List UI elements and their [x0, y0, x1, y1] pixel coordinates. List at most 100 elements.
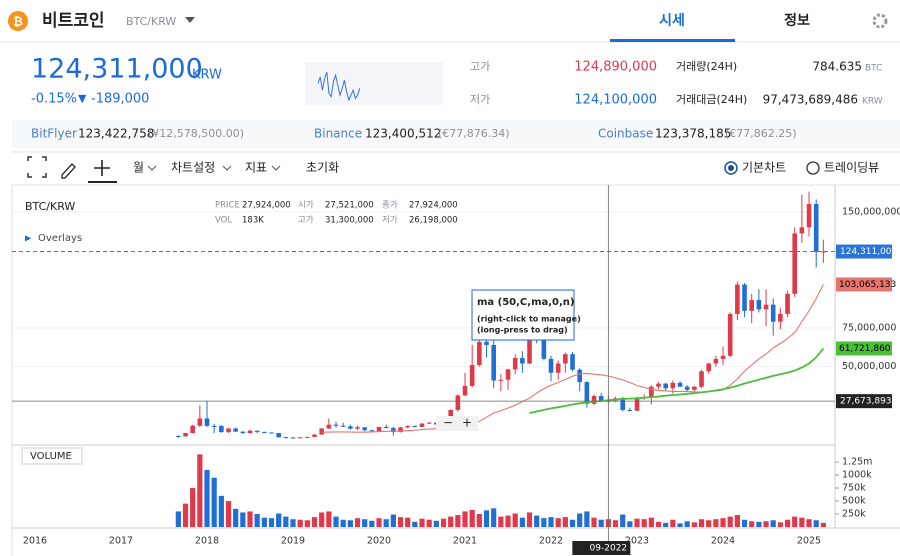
- stat-value: 124,100,000: [574, 93, 657, 108]
- v-tick-label: 750k: [842, 483, 866, 494]
- candle-body: [692, 386, 697, 390]
- volume-bar: [784, 519, 791, 527]
- candle-body: [563, 354, 568, 364]
- overlays[interactable]: Overlays: [38, 233, 82, 244]
- info-value: 27,521,000: [325, 201, 374, 211]
- info-label: VOL: [215, 216, 232, 226]
- candle-body: [749, 300, 754, 311]
- volume-bar: [620, 514, 626, 527]
- candle-body: [197, 418, 203, 426]
- tooltip-text: (long-press to drag): [477, 326, 568, 335]
- candle-body: [484, 341, 489, 345]
- fullscreen-icon[interactable]: [27, 156, 47, 178]
- x-tick-label: 2017: [109, 536, 133, 547]
- coin-icon: [8, 11, 28, 31]
- price: 124,311,000: [31, 54, 203, 85]
- volume-bar: [412, 521, 418, 527]
- draw-icon[interactable]: [61, 162, 76, 179]
- radio[interactable]: [724, 161, 738, 175]
- candle-body: [226, 428, 231, 433]
- volume-bar: [268, 518, 275, 527]
- volume-label: VOLUME: [30, 451, 72, 462]
- candle-body: [398, 427, 403, 433]
- exchange-local: (€77,862.25): [725, 127, 797, 140]
- x-tick-label: 2018: [195, 536, 219, 547]
- candle-body: [505, 369, 511, 380]
- candle-body: [340, 425, 346, 427]
- candle-body: [720, 355, 726, 359]
- current-price-label: 124,311,000: [840, 247, 898, 257]
- crosshair-icon[interactable]: [94, 160, 110, 176]
- volume-bar: [383, 519, 389, 527]
- y-tick-label: 150,000,000: [842, 206, 900, 217]
- candle-body: [362, 427, 367, 431]
- crosshair-y-label: 27,673,893: [840, 397, 892, 407]
- candle-body: [813, 204, 819, 253]
- candle-body: [821, 251, 826, 253]
- v-tick-label: 1.25m: [842, 457, 872, 468]
- stat-label: 거래대금(24H): [676, 93, 747, 106]
- volume-bar: [562, 517, 568, 527]
- volume-bar: [197, 454, 203, 527]
- volume-bar: [369, 520, 375, 527]
- stat-label: 저가: [470, 93, 490, 106]
- zoom-out[interactable]: −: [443, 416, 453, 430]
- radio[interactable]: [806, 161, 820, 175]
- down-arrow: ▼: [78, 92, 87, 105]
- mode[interactable]: 기본차트: [742, 161, 786, 175]
- tab[interactable]: 정보: [784, 12, 810, 29]
- volume-bar: [512, 513, 518, 527]
- volume-bar: [448, 516, 454, 527]
- coin-name: 비트코인: [42, 11, 105, 31]
- stat-value: 784.635: [812, 60, 862, 74]
- candle-body: [190, 425, 195, 434]
- volume-bar: [311, 517, 318, 527]
- settings-icon[interactable]: [872, 13, 888, 29]
- ma-label: 61,721,860: [839, 344, 891, 354]
- volume-bar: [469, 509, 475, 527]
- volume-bar: [354, 518, 361, 527]
- volume-bar: [720, 518, 726, 527]
- info-value: 27,924,000: [409, 201, 458, 211]
- overlays-arrow[interactable]: ▶: [25, 234, 32, 243]
- volume-bar: [261, 517, 267, 527]
- volume-bar: [548, 517, 554, 527]
- volume-bar: [741, 519, 748, 527]
- zoom-buttons[interactable]: [436, 416, 478, 431]
- x-tick-label: 2020: [367, 536, 391, 547]
- volume-label-box: [21, 447, 83, 465]
- volume-bar: [519, 517, 525, 527]
- reset[interactable]: 초기화: [306, 161, 339, 175]
- currency: KRW: [192, 68, 222, 83]
- exchange-name: Coinbase: [598, 127, 653, 141]
- period[interactable]: 월: [133, 161, 144, 175]
- volume-bar: [190, 488, 196, 527]
- volume-bar: [225, 501, 232, 527]
- v-tick-label: 250k: [842, 509, 866, 520]
- candle-body: [627, 409, 633, 411]
- chart-settings[interactable]: 차트설정: [171, 161, 215, 175]
- indicators[interactable]: 지표: [245, 161, 267, 175]
- candle-body: [376, 426, 382, 431]
- volume-bar: [727, 516, 733, 527]
- x-tick-label: 2023: [625, 536, 649, 547]
- volume-bar: [376, 518, 382, 527]
- candle-body: [806, 204, 812, 228]
- mode[interactable]: 트레이딩뷰: [824, 161, 879, 175]
- zoom-in[interactable]: +: [462, 416, 472, 430]
- volume-bar: [347, 520, 353, 527]
- tab[interactable]: 시세: [659, 13, 685, 29]
- info-label: 종가: [382, 201, 398, 211]
- candle-body: [520, 358, 525, 364]
- radio-dot: [728, 165, 734, 171]
- x-tick-label: 2019: [281, 536, 305, 547]
- dropdown[interactable]: [185, 17, 195, 23]
- ma-label-box: [836, 341, 892, 356]
- exchange-row: [12, 120, 900, 148]
- candle-body: [656, 383, 661, 387]
- exchange-price: 123,422,758: [78, 127, 154, 141]
- candle-body: [405, 426, 410, 428]
- volume-bar: [240, 512, 246, 527]
- volume-bar: [218, 495, 224, 527]
- volume-bar: [577, 513, 583, 527]
